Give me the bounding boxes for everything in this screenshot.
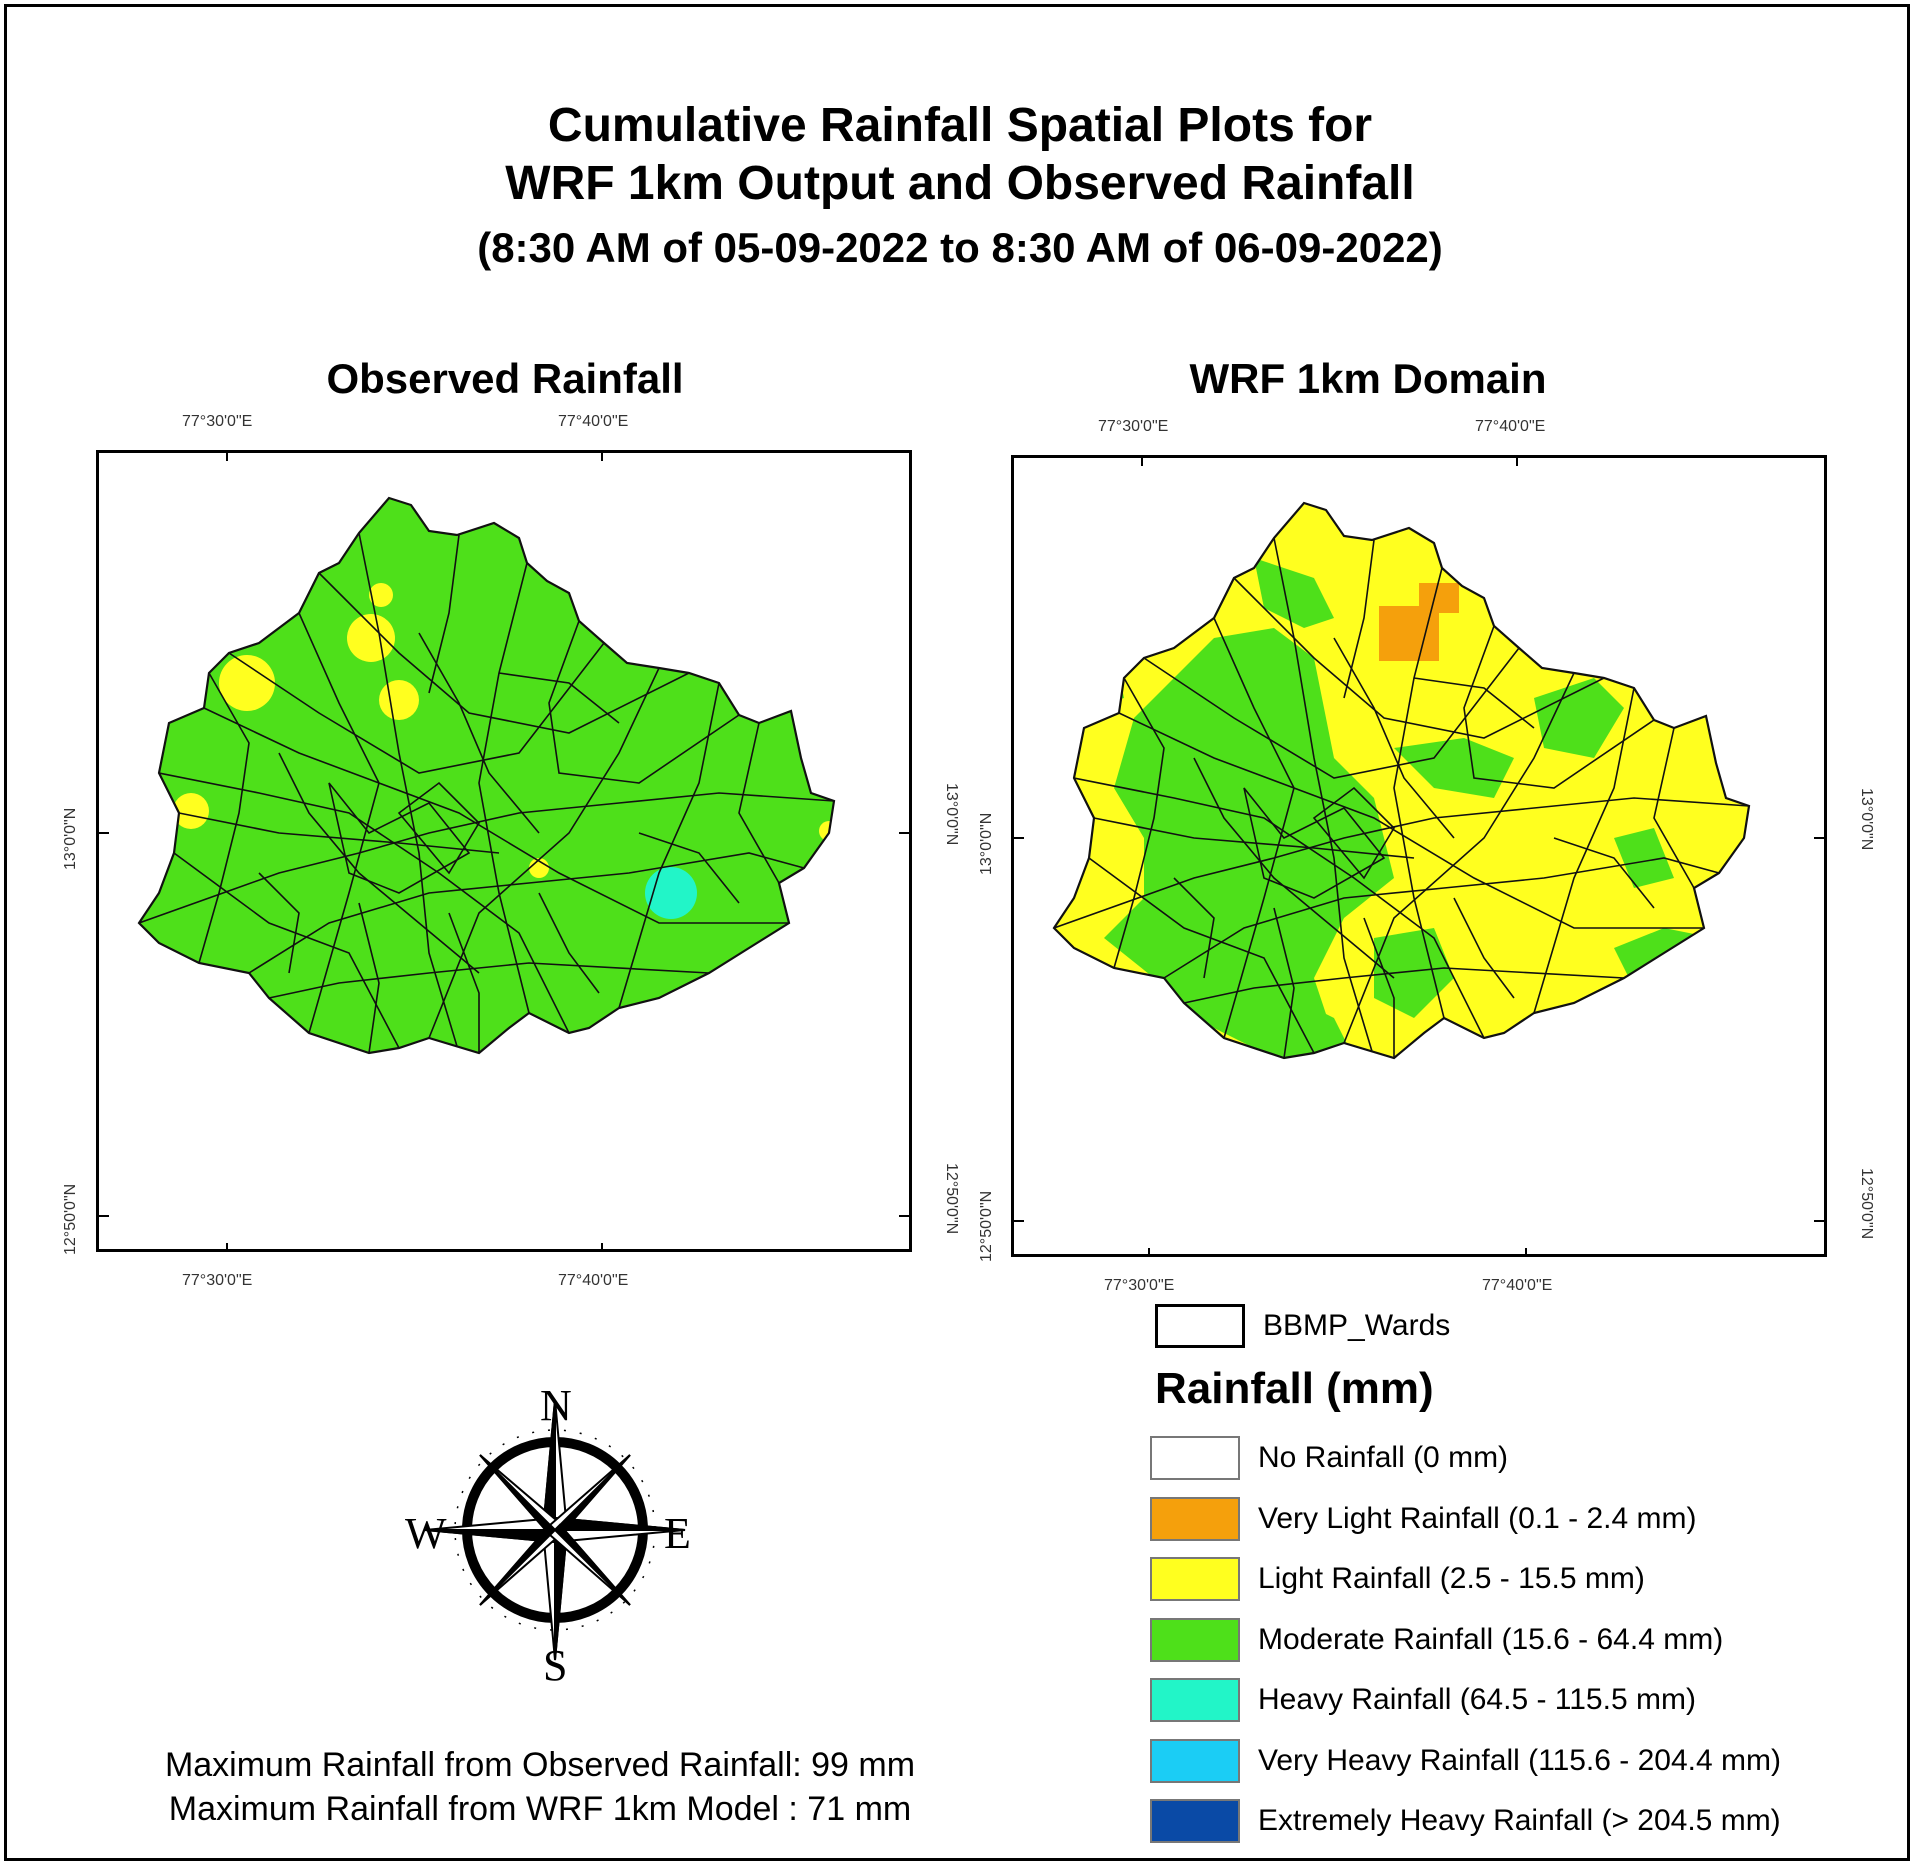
legend-item: Extremely Heavy Rainfall (> 204.5 mm) xyxy=(1150,1791,1781,1852)
main-title-line2: WRF 1km Output and Observed Rainfall xyxy=(505,157,1415,210)
wrf-lat-tick-left-1: 13°0'0"N xyxy=(978,812,995,875)
north-arrow-compass xyxy=(400,1375,710,1690)
observed-lat-tick-left-2: 12°50'0"N xyxy=(62,1183,79,1255)
wrf-lat-tick-right-2: 12°50'0"N xyxy=(1858,1168,1875,1240)
wards-legend-label: BBMP_Wards xyxy=(1263,1309,1451,1342)
legend-label: Light Rainfall (2.5 - 15.5 mm) xyxy=(1258,1562,1645,1596)
legend-label: Extremely Heavy Rainfall (> 204.5 mm) xyxy=(1258,1804,1781,1838)
observed-lon-tick-top-1: 77°30'0"E xyxy=(182,413,253,430)
compass-east-label: E xyxy=(664,1509,691,1558)
wrf-lon-tick-bottom-1: 77°30'0"E xyxy=(1104,1277,1175,1294)
legend-swatch xyxy=(1150,1678,1240,1723)
legend-label: Moderate Rainfall (15.6 - 64.4 mm) xyxy=(1258,1622,1724,1656)
observed-lon-tick-bottom-2: 77°40'0"E xyxy=(558,1272,629,1289)
legend-label: Very Light Rainfall (0.1 - 2.4 mm) xyxy=(1258,1501,1697,1535)
wrf-lat-tick-left-2: 12°50'0"N xyxy=(978,1190,995,1262)
wrf-lon-tick-top-1: 77°30'0"E xyxy=(1098,418,1169,435)
legend-swatch xyxy=(1150,1557,1240,1602)
wards-legend-item: BBMP_Wards xyxy=(1155,1304,1450,1348)
legend-label: No Rainfall (0 mm) xyxy=(1258,1441,1509,1475)
legend-item: No Rainfall (0 mm) xyxy=(1150,1428,1781,1489)
legend-item: Light Rainfall (2.5 - 15.5 mm) xyxy=(1150,1549,1781,1610)
legend-swatch xyxy=(1150,1496,1240,1541)
observed-lat-tick-right-1: 13°0'0"N xyxy=(943,783,960,846)
wrf-lon-tick-top-2: 77°40'0"E xyxy=(1475,418,1546,435)
legend-swatch xyxy=(1150,1617,1240,1662)
legend-swatch xyxy=(1150,1738,1240,1783)
max-wrf-rainfall-text: Maximum Rainfall from WRF 1km Model : 71… xyxy=(168,1790,912,1828)
compass-north-label: N xyxy=(540,1381,572,1430)
legend-swatch xyxy=(1150,1799,1240,1844)
legend-label: Heavy Rainfall (64.5 - 115.5 mm) xyxy=(1258,1683,1696,1717)
wrf-panel-title: WRF 1km Domain xyxy=(1189,355,1547,402)
wards-swatch xyxy=(1155,1304,1245,1348)
wrf-lat-tick-right-1: 13°0'0"N xyxy=(1858,788,1875,851)
rainfall-legend-title: Rainfall (mm) xyxy=(1155,1364,1434,1413)
observed-lon-tick-bottom-1: 77°30'0"E xyxy=(182,1272,253,1289)
max-observed-rainfall-text: Maximum Rainfall from Observed Rainfall:… xyxy=(164,1746,916,1784)
wrf-lon-tick-bottom-2: 77°40'0"E xyxy=(1482,1277,1553,1294)
outer-frame xyxy=(4,4,1910,1861)
observed-lat-tick-right-2: 12°50'0"N xyxy=(943,1163,960,1235)
legend-item: Heavy Rainfall (64.5 - 115.5 mm) xyxy=(1150,1670,1781,1731)
main-title-date-range: (8:30 AM of 05-09-2022 to 8:30 AM of 06-… xyxy=(477,224,1443,271)
legend-swatch xyxy=(1150,1436,1240,1481)
observed-rainfall-map xyxy=(96,450,912,1252)
rainfall-legend: No Rainfall (0 mm) Very Light Rainfall (0… xyxy=(1150,1428,1781,1852)
compass-south-label: S xyxy=(543,1641,568,1690)
main-title-line1: Cumulative Rainfall Spatial Plots for xyxy=(547,99,1373,152)
observed-lat-tick-left-1: 13°0'0"N xyxy=(62,807,79,870)
legend-item: Very Light Rainfall (0.1 - 2.4 mm) xyxy=(1150,1489,1781,1550)
legend-item: Very Heavy Rainfall (115.6 - 204.4 mm) xyxy=(1150,1731,1781,1792)
observed-panel-title: Observed Rainfall xyxy=(326,355,684,402)
observed-lon-tick-top-2: 77°40'0"E xyxy=(558,413,629,430)
legend-label: Very Heavy Rainfall (115.6 - 204.4 mm) xyxy=(1258,1743,1781,1777)
compass-west-label: W xyxy=(405,1509,447,1558)
legend-item: Moderate Rainfall (15.6 - 64.4 mm) xyxy=(1150,1610,1781,1671)
wrf-rainfall-map xyxy=(1011,455,1827,1257)
